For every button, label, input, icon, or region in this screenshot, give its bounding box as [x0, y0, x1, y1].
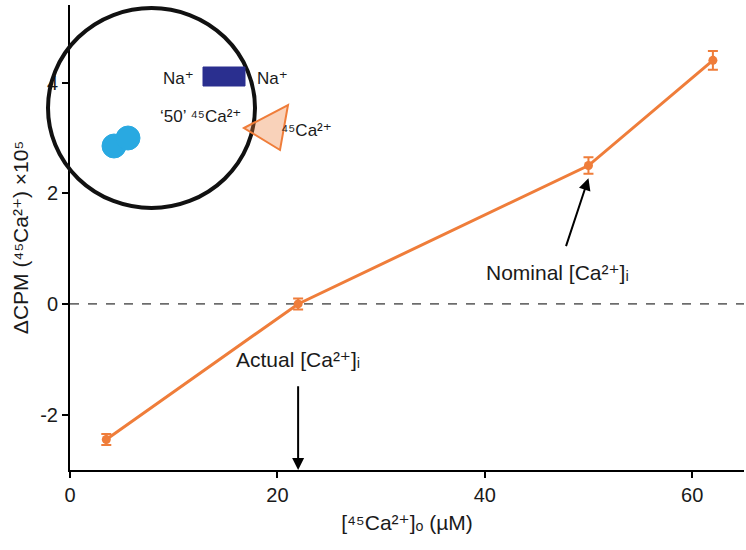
svg-text:‘50’ ⁴⁵Ca²⁺: ‘50’ ⁴⁵Ca²⁺ — [160, 107, 241, 126]
svg-text:ΔCPM (⁴⁵Ca²⁺) ×10⁵: ΔCPM (⁴⁵Ca²⁺) ×10⁵ — [9, 141, 32, 334]
svg-text:40: 40 — [474, 484, 496, 506]
svg-text:[⁴⁵Ca²⁺]ₒ (µM): [⁴⁵Ca²⁺]ₒ (µM) — [341, 511, 473, 534]
svg-text:2: 2 — [47, 182, 58, 204]
svg-text:60: 60 — [681, 484, 703, 506]
svg-text:0: 0 — [47, 293, 58, 315]
svg-text:20: 20 — [266, 484, 288, 506]
svg-text:Na⁺: Na⁺ — [163, 69, 194, 88]
svg-text:0: 0 — [64, 484, 75, 506]
svg-text:Nominal [Ca²⁺]ᵢ: Nominal [Ca²⁺]ᵢ — [486, 261, 629, 284]
svg-text:4: 4 — [47, 72, 58, 94]
svg-text:⁴⁵Ca²⁺: ⁴⁵Ca²⁺ — [281, 121, 332, 140]
svg-text:Actual [Ca²⁺]ᵢ: Actual [Ca²⁺]ᵢ — [236, 348, 360, 371]
svg-text:Na⁺: Na⁺ — [257, 69, 288, 88]
svg-text:-2: -2 — [40, 404, 58, 426]
